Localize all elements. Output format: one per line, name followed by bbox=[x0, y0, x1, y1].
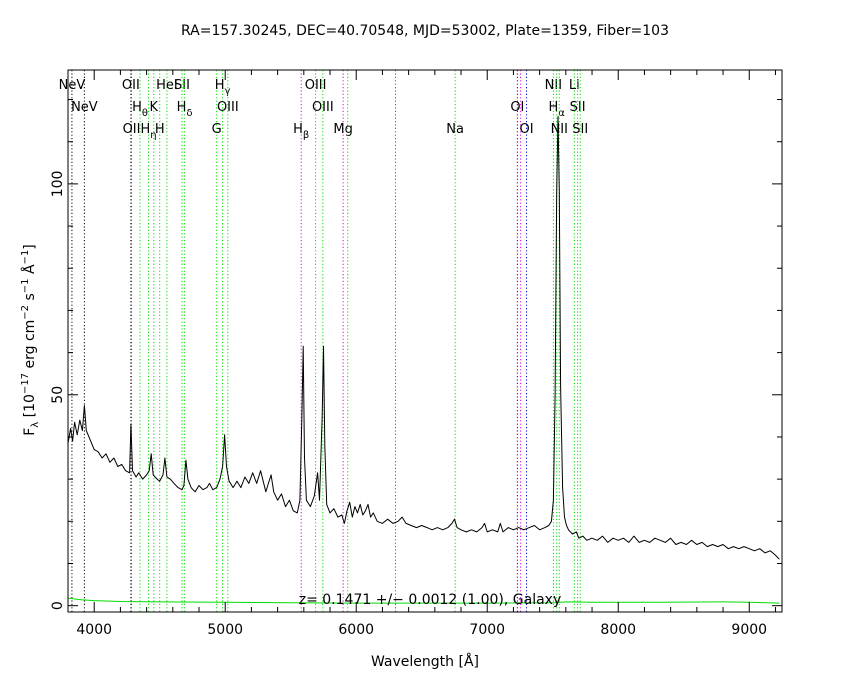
y-axis-label-part: [10 bbox=[22, 394, 38, 422]
spectral-line-label: OI bbox=[510, 100, 524, 115]
x-tick-label: 4000 bbox=[76, 622, 112, 638]
y-axis-label-part: s bbox=[22, 293, 38, 305]
spectral-line-label: Mg bbox=[333, 122, 352, 137]
y-axis-label-part: erg cm bbox=[22, 320, 38, 373]
axis-ticks: 4000 5000 6000 7000 8000 9000 0 50 100 bbox=[50, 70, 782, 638]
spectral-line-label: NeV bbox=[71, 100, 98, 115]
spectral-line-label: OI bbox=[519, 122, 533, 137]
y-axis-label: Fλ [10−17 erg cm−2 s−1 Å−1] bbox=[20, 244, 41, 436]
spectral-line-label: SII bbox=[570, 100, 586, 115]
y-axis-label-part: λ bbox=[30, 422, 41, 428]
flux-series bbox=[67, 115, 780, 560]
spectral-line-label: OIII bbox=[312, 100, 334, 115]
y-tick-label: 50 bbox=[50, 386, 66, 404]
spectral-line-markers: NeVNeVOIIOIIHθHηKHHeISIIHδGHγOIIIHβOIIIO… bbox=[59, 70, 588, 612]
spectral-line-label: OIII bbox=[305, 78, 327, 93]
spectral-line-label: G bbox=[212, 122, 222, 137]
error-series bbox=[67, 597, 780, 604]
y-tick-label: 0 bbox=[50, 601, 66, 610]
y-axis-label-part: ] bbox=[22, 244, 38, 249]
spectral-line-label: H bbox=[155, 122, 165, 137]
data-series bbox=[67, 115, 780, 604]
y-axis-label-part: −2 bbox=[20, 305, 31, 320]
spectral-line-label: OII bbox=[123, 122, 141, 137]
spectral-line-label: Hδ bbox=[177, 100, 193, 119]
spectral-line-label: HeI bbox=[156, 78, 178, 93]
spectral-line-label: Hθ bbox=[132, 100, 148, 119]
spectral-line-label: NII bbox=[545, 78, 562, 93]
spectral-line-label: NII bbox=[551, 122, 568, 137]
y-axis-label-part: Å bbox=[21, 264, 38, 278]
y-axis-label-part: F bbox=[22, 428, 38, 436]
spectral-line-label: Na bbox=[446, 122, 464, 137]
plot-frame bbox=[67, 69, 783, 613]
spectral-line-label: OII bbox=[122, 78, 140, 93]
y-tick-label: 100 bbox=[50, 171, 66, 198]
x-tick-label: 5000 bbox=[207, 622, 243, 638]
spectral-line-label: Hα bbox=[548, 100, 565, 119]
spectral-line-label: K bbox=[150, 100, 159, 115]
spectral-line-label: SII bbox=[174, 78, 190, 93]
x-tick-label: 7000 bbox=[469, 622, 505, 638]
x-tick-label: 6000 bbox=[338, 622, 374, 638]
spectral-line-label: Hβ bbox=[293, 122, 309, 141]
y-axis-label-part: −1 bbox=[20, 278, 31, 293]
spectral-line-label: OIII bbox=[217, 100, 239, 115]
y-axis-label-part: −17 bbox=[20, 373, 31, 394]
spectral-line-label: NeV bbox=[59, 78, 86, 93]
x-axis-label: Wavelength [Å] bbox=[371, 653, 479, 670]
x-tick-label: 8000 bbox=[600, 622, 636, 638]
spectral-line-label: SII bbox=[572, 122, 588, 137]
chart-title: RA=157.30245, DEC=40.70548, MJD=53002, P… bbox=[181, 23, 669, 39]
y-axis-label-part: −1 bbox=[20, 250, 31, 265]
spectral-line-label: Li bbox=[569, 78, 580, 93]
redshift-annotation: z= 0.1471 +/− 0.0012 (1.00), Galaxy bbox=[299, 592, 562, 608]
x-tick-label: 9000 bbox=[731, 622, 767, 638]
